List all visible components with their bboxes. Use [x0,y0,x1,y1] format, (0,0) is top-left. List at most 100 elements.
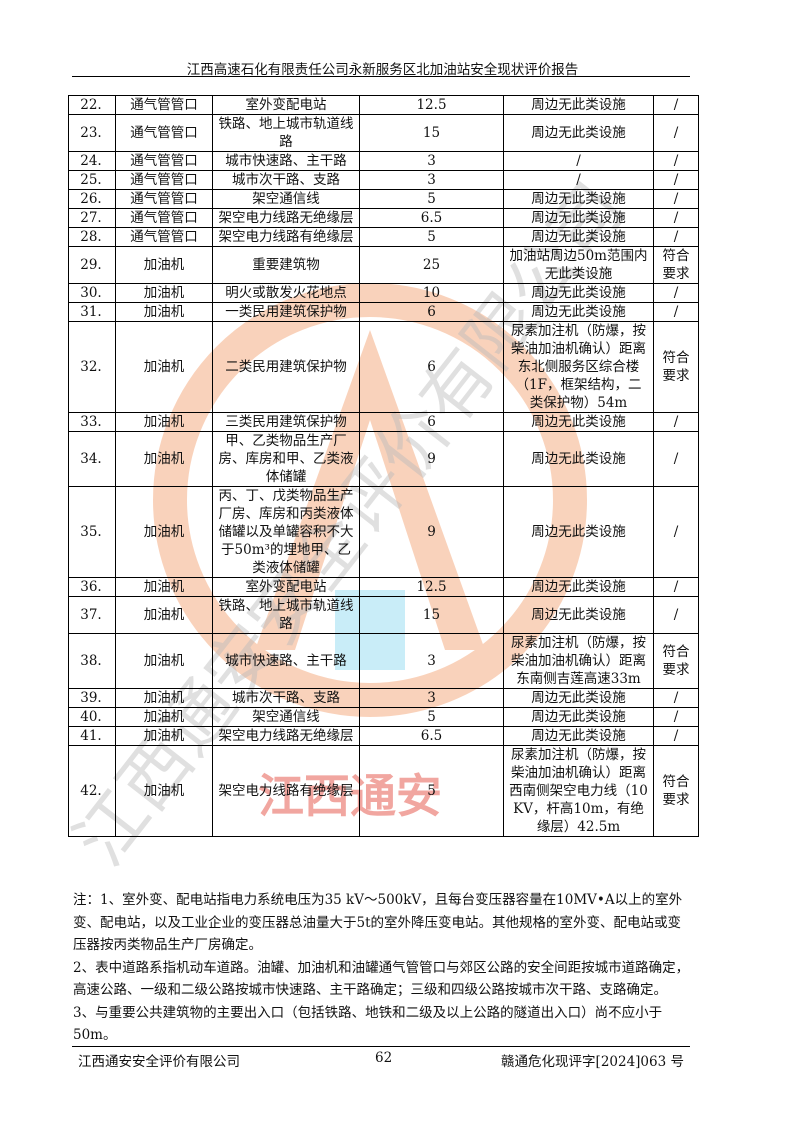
cell-object: 一类民用建筑保护物 [212,302,360,322]
table-row: 41. 加油机 架空电力线路无绝缘层 6.5 周边无此类设施 / [68,726,699,746]
cell-result: / [653,95,699,115]
cell-result: / [653,486,699,578]
cell-distance: 15 [359,596,504,634]
cell-distance: 3 [359,688,504,708]
cell-result: / [653,707,699,727]
table-row: 33. 加油机 三类民用建筑保护物 6 周边无此类设施 / [68,412,699,432]
table-row: 29. 加油机 重要建筑物 25 加油站周边50m范围内无此类设施 符合要求 [68,246,699,284]
cell-source: 通气管管口 [115,114,213,152]
cell-distance: 12.5 [359,95,504,115]
cell-source: 加油机 [115,688,213,708]
cell-distance: 10 [359,283,504,303]
cell-object: 铁路、地上城市轨道线路 [212,596,360,634]
document-number: 赣通危化现评字[2024]063 号 [501,1054,684,1070]
cell-actual: 周边无此类设施 [503,726,654,746]
cell-object: 架空通信线 [212,707,360,727]
cell-no: 30. [68,283,116,303]
cell-result: / [653,170,699,190]
cell-result: / [653,596,699,634]
table-row: 28. 通气管管口 架空电力线路有绝缘层 5 周边无此类设施 / [68,227,699,247]
cell-distance: 9 [359,431,504,487]
table-row: 26. 通气管管口 架空通信线 5 周边无此类设施 / [68,189,699,209]
cell-object: 架空通信线 [212,189,360,209]
footer-divider [72,1046,690,1047]
page-number: 62 [375,1050,393,1066]
cell-actual: 周边无此类设施 [503,208,654,228]
cell-distance: 5 [359,707,504,727]
cell-result: / [653,688,699,708]
note-3: 3、与重要公共建筑物的主要出入口（包括铁路、地铁和二级及以上公路的隧道出入口）尚… [73,1004,663,1044]
cell-actual: / [503,170,654,190]
cell-distance: 12.5 [359,577,504,597]
cell-source: 加油机 [115,577,213,597]
cell-result: / [653,189,699,209]
cell-object: 室外变配电站 [212,95,360,115]
cell-object: 铁路、地上城市轨道线路 [212,114,360,152]
note-1: 注：1、室外变、配电站指电力系统电压为35 kV～500kV，且每台变压器容量在… [73,892,683,953]
cell-source: 加油机 [115,726,213,746]
cell-no: 37. [68,596,116,634]
cell-object: 明火或散发火花地点 [212,283,360,303]
cell-actual: 周边无此类设施 [503,486,654,578]
cell-result: 符合要求 [653,633,699,689]
cell-result: 符合要求 [653,246,699,284]
cell-result: / [653,577,699,597]
cell-result: 符合要求 [653,745,699,837]
table-row: 37. 加油机 铁路、地上城市轨道线路 15 周边无此类设施 / [68,596,699,634]
cell-no: 36. [68,577,116,597]
cell-source: 通气管管口 [115,227,213,247]
table-row: 34. 加油机 甲、乙类物品生产厂房、库房和甲、乙类液体储罐 9 周边无此类设施 / [68,431,699,487]
cell-distance: 25 [359,246,504,284]
cell-distance: 5 [359,189,504,209]
table-row: 24. 通气管管口 城市快速路、主干路 3// [68,151,699,171]
cell-source: 通气管管口 [115,189,213,209]
cell-result: / [653,302,699,322]
footer-company: 江西通安安全评价有限公司 [78,1054,240,1070]
cell-object: 二类民用建筑保护物 [212,321,360,413]
cell-no: 31. [68,302,116,322]
cell-actual: 周边无此类设施 [503,189,654,209]
cell-distance: 3 [359,170,504,190]
cell-distance: 6 [359,302,504,322]
cell-object: 室外变配电站 [212,577,360,597]
cell-actual: 周边无此类设施 [503,283,654,303]
cell-source: 加油机 [115,486,213,578]
cell-result: / [653,208,699,228]
cell-distance: 6 [359,412,504,432]
table-notes: 注：1、室外变、配电站指电力系统电压为35 kV～500kV，且每台变压器容量在… [73,889,693,1047]
cell-no: 23. [68,114,116,152]
cell-distance: 6.5 [359,208,504,228]
cell-source: 加油机 [115,321,213,413]
cell-no: 38. [68,633,116,689]
cell-object: 三类民用建筑保护物 [212,412,360,432]
cell-object: 架空电力线路无绝缘层 [212,208,360,228]
cell-result: / [653,412,699,432]
table-row: 23. 通气管管口 铁路、地上城市轨道线路 15 周边无此类设施 / [68,114,699,152]
table-row: 42. 加油机 架空电力线路有绝缘层 5 尿素加注机（防爆，按柴油加油机确认）距离西南侧… [68,745,699,837]
table-row: 31. 加油机 一类民用建筑保护物 6 周边无此类设施 / [68,302,699,322]
note-2: 2、表中道路系指机动车道路。油罐、加油机和油罐通气管管口与郊区公路的安全间距按城… [73,959,690,999]
cell-actual: 周边无此类设施 [503,95,654,115]
cell-source: 加油机 [115,283,213,303]
cell-actual: 周边无此类设施 [503,227,654,247]
cell-result: 符合要求 [653,321,699,413]
cell-actual: 尿素加注机（防爆，按柴油加油机确认）距离东北侧服务区综合楼（1F，框架结构，二类… [503,321,654,413]
table-row: 30. 加油机 明火或散发火花地点 10 周边无此类设施 / [68,283,699,303]
cell-actual: 周边无此类设施 [503,577,654,597]
cell-actual: 周边无此类设施 [503,302,654,322]
page-header-title: 江西高速石化有限责任公司永新服务区北加油站安全现状评价报告 [186,62,579,78]
cell-no: 41. [68,726,116,746]
cell-distance: 6 [359,321,504,413]
cell-distance: 3 [359,151,504,171]
cell-object: 甲、乙类物品生产厂房、库房和甲、乙类液体储罐 [212,431,360,487]
cell-actual: 加油站周边50m范围内无此类设施 [503,246,654,284]
safety-distance-table: 22. 通气管管口 室外变配电站 12.5 周边无此类设施/23. 通气管管口 铁路、地上城… [68,95,699,837]
cell-actual: 周边无此类设施 [503,114,654,152]
cell-no: 29. [68,246,116,284]
cell-source: 加油机 [115,302,213,322]
cell-source: 加油机 [115,633,213,689]
cell-source: 加油机 [115,596,213,634]
cell-object: 架空电力线路有绝缘层 [212,227,360,247]
cell-object: 城市次干路、支路 [212,170,360,190]
cell-source: 加油机 [115,745,213,837]
